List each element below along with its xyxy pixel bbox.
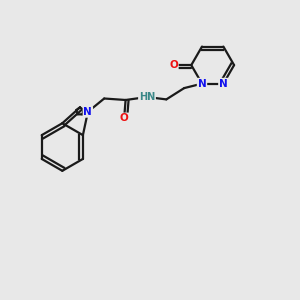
Text: N: N bbox=[219, 79, 228, 88]
Text: O: O bbox=[169, 60, 178, 70]
Text: HN: HN bbox=[139, 92, 155, 102]
Text: O: O bbox=[120, 113, 128, 123]
Text: N: N bbox=[198, 79, 206, 88]
Text: N: N bbox=[83, 107, 92, 117]
